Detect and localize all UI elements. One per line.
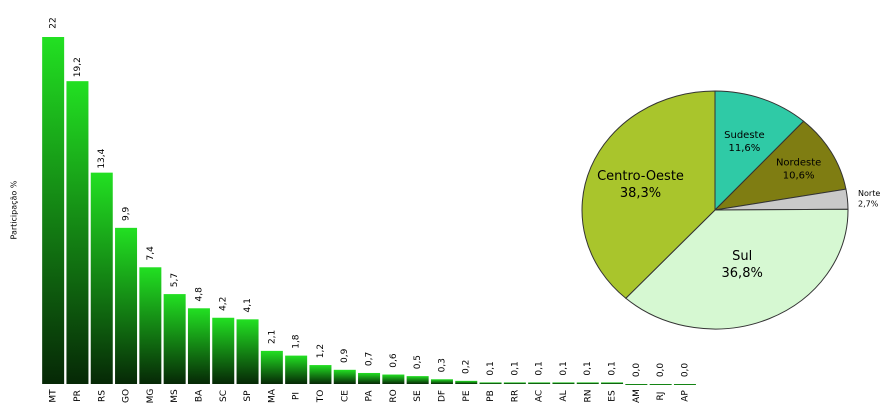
x-tick-label: GO (122, 389, 132, 403)
bar (406, 376, 429, 384)
bar (66, 81, 89, 384)
bar (260, 350, 283, 384)
value-label: 7,4 (146, 246, 156, 261)
value-label: 0,0 (680, 363, 690, 378)
x-tick-label: DF (437, 390, 447, 402)
slice-label: Norte (858, 189, 880, 198)
bar (625, 384, 648, 385)
slice-value-label: 36,8% (722, 266, 763, 281)
bar (503, 382, 526, 384)
value-label: 0,1 (535, 361, 545, 375)
slice-value-label: 11,6% (728, 143, 760, 154)
x-tick-label: PB (486, 390, 496, 402)
x-tick-label: PR (73, 390, 83, 402)
x-tick-label: AM (632, 389, 642, 403)
value-label: 0,3 (437, 358, 447, 372)
value-label: 9,9 (122, 206, 132, 221)
value-label: 0,2 (462, 360, 472, 374)
bar (382, 374, 405, 384)
bar (212, 317, 235, 384)
x-tick-label: RN (583, 390, 593, 403)
pie-slice (714, 90, 805, 212)
pie-slice (713, 120, 847, 211)
value-label: 0,1 (583, 361, 593, 375)
x-tick-label: MA (267, 388, 277, 403)
bar (187, 308, 210, 384)
bar (649, 384, 672, 385)
bar (455, 380, 478, 384)
value-label: 4,1 (243, 298, 253, 312)
x-tick-label: RR (510, 390, 520, 403)
value-label: 0,1 (486, 361, 496, 375)
value-label: 19,2 (73, 57, 83, 77)
x-tick-label: MS (170, 389, 180, 403)
bar (528, 382, 551, 384)
value-label: 2,1 (267, 330, 277, 344)
slice-label: Nordeste (776, 157, 821, 168)
pie-slice (625, 208, 849, 330)
value-label: 0,1 (559, 361, 569, 375)
value-label: 0,7 (365, 352, 375, 366)
x-tick-label: TO (316, 390, 326, 404)
bar (358, 372, 381, 384)
x-tick-label: MT (49, 389, 59, 403)
value-label: 0,5 (413, 355, 423, 369)
bar (90, 172, 113, 384)
value-label: 0,1 (608, 361, 618, 375)
bar (576, 382, 599, 384)
bar (115, 227, 138, 384)
x-tick-label: SP (243, 390, 253, 402)
x-tick-label: AC (535, 390, 545, 402)
value-label: 0,6 (389, 353, 399, 368)
slice-value-label: 10,6% (783, 170, 815, 181)
bar (673, 384, 696, 385)
value-label: 0,0 (656, 363, 666, 378)
x-tick-label: BA (194, 389, 204, 402)
bar (552, 382, 575, 384)
bar (601, 382, 624, 384)
bar (163, 294, 186, 384)
pie-slice (581, 90, 716, 299)
x-tick-label: RO (389, 389, 399, 402)
value-label: 0,9 (340, 348, 350, 363)
value-label: 1,2 (316, 344, 326, 358)
slice-value-label: 38,3% (620, 186, 661, 201)
x-tick-label: AL (559, 390, 569, 401)
value-label: 4,2 (219, 297, 229, 311)
bar (333, 369, 356, 384)
bar (479, 382, 502, 384)
bar (309, 365, 332, 384)
bar (42, 37, 65, 384)
x-tick-label: SC (219, 390, 229, 402)
value-label: 0,0 (632, 363, 642, 378)
x-tick-label: ES (608, 390, 618, 402)
bar (430, 379, 453, 384)
bar (236, 319, 259, 384)
value-label: 13,4 (97, 148, 107, 168)
slice-label: Centro-Oeste (597, 169, 684, 184)
x-tick-label: RS (97, 390, 107, 402)
x-tick-label: AP (680, 390, 690, 402)
x-tick-label: CE (340, 390, 350, 402)
slice-value-label: 2,7% (858, 199, 879, 208)
x-tick-label: MG (146, 389, 156, 404)
bar (139, 267, 162, 384)
x-tick-label: PA (365, 390, 375, 402)
value-label: 5,7 (170, 273, 180, 287)
value-label: 0,1 (510, 361, 520, 375)
slice-label: Sudeste (724, 130, 764, 141)
y-axis-label: Participação % (10, 180, 19, 239)
value-label: 22 (49, 17, 59, 28)
value-label: 4,8 (194, 287, 204, 302)
x-tick-label: SE (413, 390, 423, 402)
x-tick-label: RJ (656, 392, 666, 401)
bar (285, 355, 308, 384)
x-tick-label: PE (462, 390, 472, 401)
slice-label: Sul (732, 249, 752, 264)
x-tick-label: PI (292, 392, 302, 400)
value-label: 1,8 (292, 334, 302, 349)
